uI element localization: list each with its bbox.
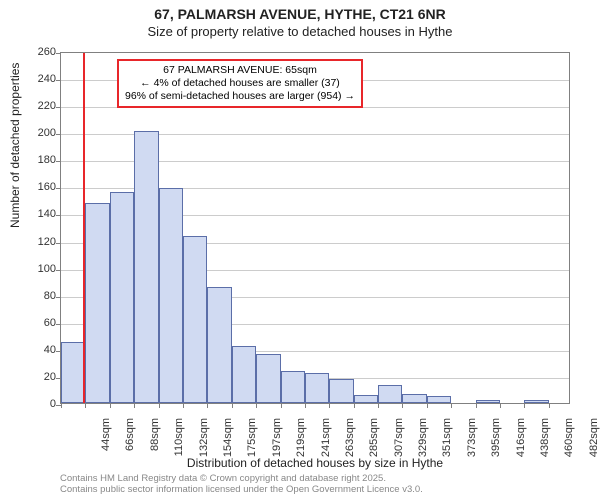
y-tick-label: 160 [16, 181, 56, 193]
x-tick-label: 307sqm [393, 418, 405, 468]
x-tick-label: 88sqm [149, 418, 161, 468]
y-tick-label: 20 [16, 371, 56, 383]
histogram-bar [427, 396, 451, 403]
x-tick-mark [500, 403, 501, 408]
histogram-bar [281, 371, 305, 403]
x-tick-mark [281, 403, 282, 408]
x-tick-mark [524, 403, 525, 408]
y-tick-label: 240 [16, 73, 56, 85]
x-tick-mark [476, 403, 477, 408]
x-tick-label: 154sqm [222, 418, 234, 468]
histogram-bar [232, 346, 256, 403]
histogram-bar [159, 188, 183, 403]
x-tick-mark [183, 403, 184, 408]
y-tick-label: 200 [16, 127, 56, 139]
x-tick-label: 460sqm [563, 418, 575, 468]
y-tick-mark [56, 243, 61, 244]
y-tick-mark [56, 53, 61, 54]
x-tick-label: 263sqm [344, 418, 356, 468]
y-tick-label: 100 [16, 263, 56, 275]
y-tick-label: 60 [16, 317, 56, 329]
x-tick-mark [451, 403, 452, 408]
x-tick-label: 197sqm [271, 418, 283, 468]
y-axis-title: Number of detached properties [8, 63, 22, 228]
x-tick-mark [329, 403, 330, 408]
y-tick-mark [56, 161, 61, 162]
chart-title-line2: Size of property relative to detached ho… [0, 24, 600, 40]
y-tick-mark [56, 80, 61, 81]
y-tick-mark [56, 270, 61, 271]
x-tick-label: 329sqm [417, 418, 429, 468]
y-tick-label: 220 [16, 100, 56, 112]
chart-title-block: 67, PALMARSH AVENUE, HYTHE, CT21 6NR Siz… [0, 0, 600, 40]
y-tick-label: 80 [16, 290, 56, 302]
histogram-bar [354, 395, 378, 403]
histogram-bar [524, 400, 548, 403]
x-tick-label: 66sqm [124, 418, 136, 468]
y-tick-label: 120 [16, 236, 56, 248]
x-tick-mark [305, 403, 306, 408]
y-tick-label: 40 [16, 344, 56, 356]
chart-plot-area: 67 PALMARSH AVENUE: 65sqm← 4% of detache… [60, 52, 570, 404]
x-tick-mark [134, 403, 135, 408]
marker-line [83, 53, 85, 403]
histogram-bar [207, 287, 231, 403]
x-tick-mark [61, 403, 62, 408]
x-tick-mark [256, 403, 257, 408]
histogram-bar [305, 373, 329, 403]
histogram-bar [134, 131, 158, 403]
x-tick-mark [232, 403, 233, 408]
callout-box: 67 PALMARSH AVENUE: 65sqm← 4% of detache… [117, 59, 363, 108]
histogram-bar [476, 400, 500, 403]
x-tick-mark [207, 403, 208, 408]
y-tick-mark [56, 134, 61, 135]
x-tick-mark [354, 403, 355, 408]
x-tick-label: 110sqm [173, 418, 185, 468]
x-tick-label: 219sqm [295, 418, 307, 468]
histogram-bar [329, 379, 353, 403]
x-tick-label: 44sqm [100, 418, 112, 468]
histogram-bar [256, 354, 280, 403]
histogram-bar [378, 385, 402, 403]
x-tick-label: 285sqm [368, 418, 380, 468]
x-tick-label: 395sqm [490, 418, 502, 468]
y-tick-mark [56, 188, 61, 189]
x-tick-mark [110, 403, 111, 408]
histogram-bar [61, 342, 85, 403]
x-tick-mark [159, 403, 160, 408]
x-tick-label: 482sqm [588, 418, 600, 468]
y-tick-label: 260 [16, 46, 56, 58]
x-tick-label: 351sqm [441, 418, 453, 468]
attribution-text: Contains HM Land Registry data © Crown c… [60, 474, 423, 496]
x-tick-mark [402, 403, 403, 408]
y-tick-mark [56, 297, 61, 298]
callout-line3: 96% of semi-detached houses are larger (… [125, 90, 355, 103]
x-tick-mark [427, 403, 428, 408]
y-tick-mark [56, 324, 61, 325]
histogram-bar [85, 203, 109, 403]
chart-title-line1: 67, PALMARSH AVENUE, HYTHE, CT21 6NR [0, 6, 600, 24]
x-tick-label: 175sqm [246, 418, 258, 468]
y-tick-mark [56, 107, 61, 108]
x-tick-mark [549, 403, 550, 408]
x-tick-label: 373sqm [466, 418, 478, 468]
histogram-bar [183, 236, 207, 403]
x-tick-label: 132sqm [198, 418, 210, 468]
y-tick-label: 0 [16, 398, 56, 410]
y-tick-label: 180 [16, 154, 56, 166]
x-tick-mark [85, 403, 86, 408]
histogram-bar [402, 394, 426, 403]
x-tick-label: 438sqm [539, 418, 551, 468]
attribution-line2: Contains public sector information licen… [60, 485, 423, 496]
y-tick-label: 140 [16, 208, 56, 220]
callout-line1: 67 PALMARSH AVENUE: 65sqm [125, 64, 355, 77]
histogram-bar [110, 192, 134, 403]
x-tick-label: 416sqm [515, 418, 527, 468]
y-tick-mark [56, 215, 61, 216]
x-tick-mark [378, 403, 379, 408]
callout-line2: ← 4% of detached houses are smaller (37) [125, 77, 355, 90]
x-tick-label: 241sqm [320, 418, 332, 468]
